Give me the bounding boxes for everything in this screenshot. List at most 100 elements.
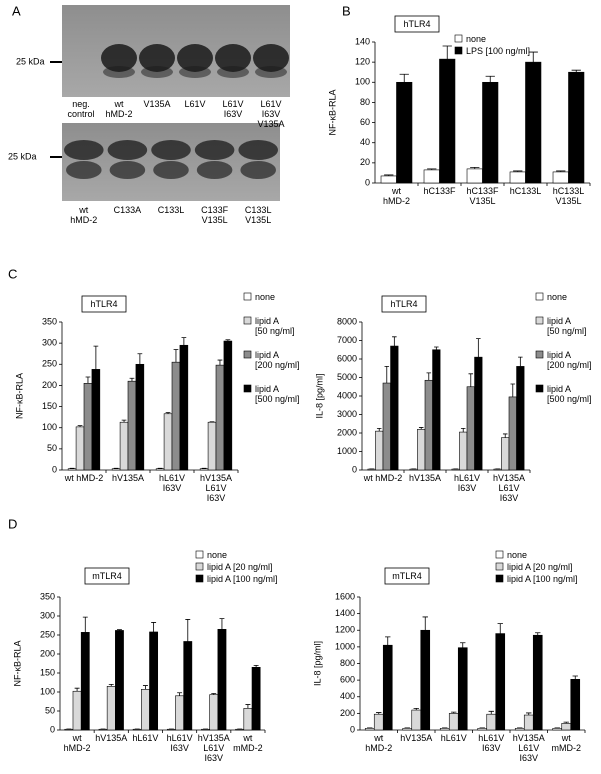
x-tick-label: wt hMD-2 (64, 733, 91, 753)
lane-label: C133L (157, 205, 185, 215)
lane-label: C133L V135L (245, 205, 272, 225)
legend-label: lipid A [100 ng/ml] (507, 574, 578, 584)
bar (402, 728, 413, 731)
error-bar (427, 168, 437, 170)
error-bar (442, 45, 452, 60)
lane-label: C133F V135L (201, 205, 228, 225)
bar (135, 363, 145, 471)
bar (466, 168, 483, 184)
bar (439, 728, 450, 731)
error-bar (468, 373, 474, 387)
x-tick-label: hC133F V135L (466, 186, 499, 206)
error-bar (392, 336, 397, 347)
error-bar (384, 366, 390, 384)
blot-top (62, 5, 290, 97)
x-tick-label: hV135A (400, 733, 432, 743)
x-tick-label: hV135A L61V I63V (513, 733, 545, 763)
legend-label: lipid A [20 ng/ml] (207, 561, 273, 572)
marker-label: 25 kDa (16, 56, 45, 66)
bar (127, 380, 137, 471)
blot-band (64, 140, 104, 160)
x-tick-label: wt hMD-2 (364, 473, 403, 483)
bar (171, 361, 181, 471)
lane-label: neg. control (67, 99, 95, 119)
legend-swatch (195, 550, 204, 559)
error-bar (513, 170, 523, 172)
bar (561, 723, 572, 731)
bar (477, 728, 488, 731)
y-axis-label: IL-8 [pg/ml] (312, 641, 322, 686)
bar (215, 364, 225, 471)
chart-title: hTLR4 (90, 299, 117, 309)
legend-swatch (243, 384, 252, 393)
title-box (381, 295, 427, 313)
bar (457, 647, 468, 731)
bar (482, 81, 499, 184)
error-bar (253, 665, 259, 668)
error-bar (563, 721, 569, 724)
bar (432, 349, 441, 471)
bar (382, 382, 391, 471)
blot-band (109, 161, 146, 179)
error-bar (77, 425, 83, 427)
blot-band (177, 44, 213, 72)
x-tick-label: wt mMD-2 (551, 733, 582, 753)
x-tick-label: hV135A (408, 473, 442, 483)
bar (199, 468, 209, 471)
bar (223, 340, 233, 471)
legend-label: lipid A [500 ng/ml] (255, 383, 300, 404)
lane-label: L61V I63V V135A (257, 99, 284, 129)
bar (514, 728, 525, 731)
legend-label: none (507, 549, 528, 560)
y-tick-label: 150 (42, 401, 57, 411)
y-axis-label: IL-8 [pg/ml] (314, 373, 324, 418)
y-tick-label: 2000 (337, 427, 357, 437)
error-bar (535, 632, 541, 636)
bar (423, 169, 440, 184)
error-bar (399, 73, 409, 83)
y-tick-label: 0 (50, 724, 55, 734)
error-bar (376, 712, 382, 715)
y-tick-label: 100 (40, 686, 55, 696)
error-bar (225, 339, 231, 342)
error-bar (121, 419, 127, 423)
x-tick-label: hC133L (510, 186, 542, 196)
bar (390, 345, 399, 471)
y-tick-label: 50 (47, 443, 57, 453)
error-bar (211, 693, 217, 695)
x-tick-label: wt hMD-2 (365, 733, 393, 753)
y-tick-label: 1200 (335, 625, 355, 635)
panel-label: A (12, 3, 21, 18)
error-bar (385, 636, 391, 646)
bar (80, 632, 90, 731)
error-bar (518, 356, 523, 367)
x-tick-label: hV135A (112, 473, 144, 483)
legend-label: lipid A [500 ng/ml] (547, 383, 592, 404)
legend-swatch (535, 350, 544, 359)
legend-label: none (255, 292, 275, 302)
x-tick-label: hV135A (95, 733, 127, 743)
bar (516, 366, 525, 471)
legend-label: lipid A [20 ng/ml] (507, 562, 573, 572)
blot-band (240, 161, 276, 179)
bar (508, 396, 517, 471)
error-bar (217, 359, 223, 366)
error-bar (434, 346, 439, 350)
error-bar (488, 710, 494, 715)
bar (175, 695, 184, 731)
legend-label: lipid A [500 ng/ml] (255, 383, 300, 404)
blot-band (66, 161, 102, 179)
blot-band (101, 44, 137, 72)
error-bar (571, 69, 581, 73)
bar (251, 666, 261, 731)
legend-swatch (535, 292, 544, 301)
bar (523, 714, 534, 731)
bar (552, 171, 569, 184)
lane-label: wt hMD-2 (70, 205, 97, 225)
legend-label: lipid A [50 ng/ml] (547, 316, 587, 336)
bar (217, 628, 227, 731)
x-tick-label: hV135A L61V I63V (492, 473, 526, 503)
y-tick-label: 7000 (337, 335, 357, 345)
error-bar (376, 427, 382, 432)
